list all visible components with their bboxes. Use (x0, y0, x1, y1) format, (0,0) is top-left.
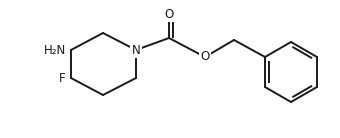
Text: N: N (132, 43, 140, 56)
Text: H₂N: H₂N (44, 43, 66, 56)
Text: O: O (164, 7, 174, 21)
Text: O: O (200, 51, 210, 63)
Text: F: F (59, 71, 66, 84)
